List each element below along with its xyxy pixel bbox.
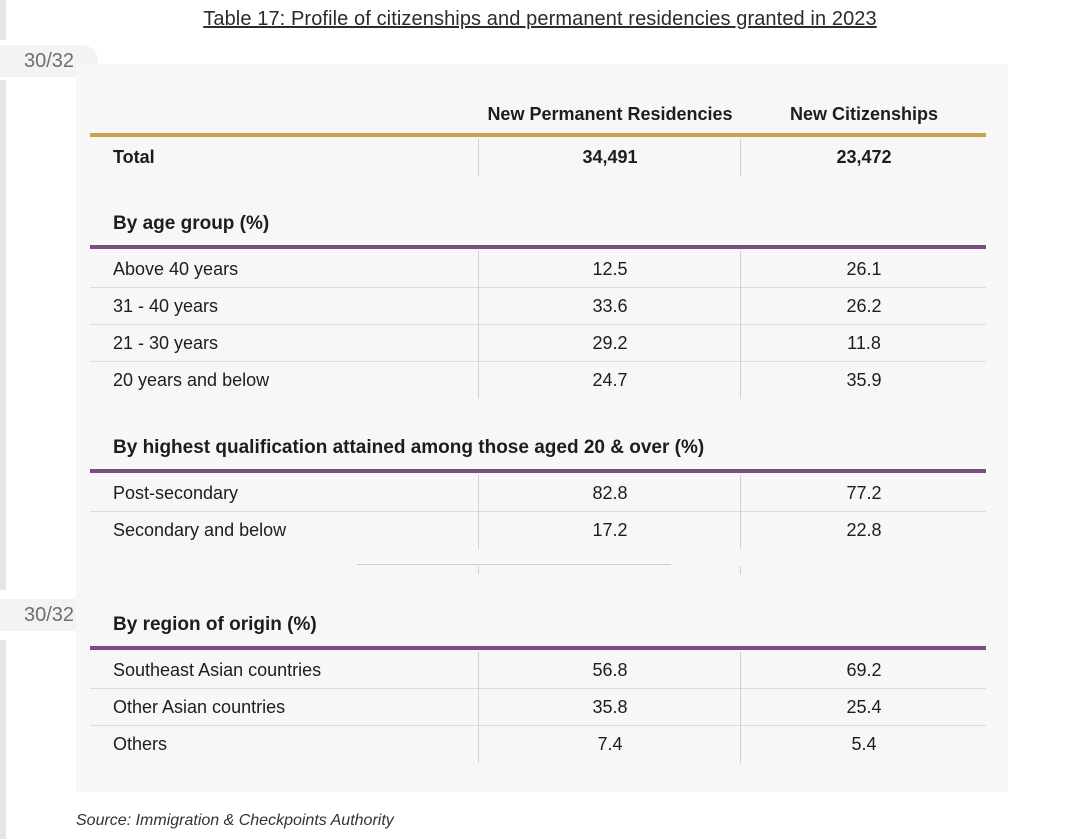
row-pr-value: 82.8 [592,483,628,503]
section-heading-qualification: By highest qualification attained among … [113,437,705,458]
column-divider [740,251,741,399]
row-divider [90,287,986,288]
row-citizenship-value: 26.1 [846,259,882,279]
column-header-citizenship: New Citizenships [789,104,939,124]
column-divider [478,652,479,763]
row-label: 20 years and below [113,370,270,390]
row-label: Other Asian countries [113,697,286,717]
row-pr-value: 24.7 [592,370,628,390]
total-label: Total [113,147,155,167]
row-divider [90,361,986,362]
row-divider [90,324,986,325]
page-edge-top [0,0,6,40]
row-citizenship-value: 22.8 [846,520,882,540]
row-label: Secondary and below [113,520,287,540]
column-divider [478,251,479,399]
section-rule [90,646,986,650]
table-title: Table 17: Profile of citizenships and pe… [203,8,877,30]
column-divider [740,139,741,176]
row-pr-value: 33.6 [592,296,628,316]
row-citizenship-value: 5.4 [851,734,877,754]
column-header-pr: New Permanent Residencies [487,104,733,124]
scan-artifact-tick [740,566,741,574]
total-pr: 34,491 [582,147,638,167]
row-citizenship-value: 69.2 [846,660,882,680]
scan-artifact-line [357,564,671,565]
row-divider [90,511,986,512]
row-citizenship-value: 77.2 [846,483,882,503]
row-label: Southeast Asian countries [113,660,322,680]
row-label: Others [113,734,168,754]
row-pr-value: 29.2 [592,333,628,353]
section-heading-region: By region of origin (%) [113,614,317,635]
section-rule [90,245,986,249]
row-divider [90,688,986,689]
column-divider [740,652,741,763]
row-citizenship-value: 11.8 [847,333,881,353]
row-label: Above 40 years [113,259,239,279]
total-citizenship: 23,472 [836,147,892,167]
section-rule [90,469,986,473]
source-note: Source: Immigration & Checkpoints Author… [76,812,394,829]
scan-artifact-tick [478,566,479,574]
page-edge-bottom [0,640,6,839]
row-pr-value: 56.8 [592,660,628,680]
row-pr-value: 12.5 [592,259,628,279]
row-pr-value: 17.2 [592,520,628,540]
row-label: 21 - 30 years [113,333,219,353]
row-pr-value: 35.8 [592,697,628,717]
table-panel [76,64,1008,792]
row-divider [90,725,986,726]
header-rule [90,133,986,137]
column-divider [740,475,741,549]
row-citizenship-value: 35.9 [846,370,882,390]
row-pr-value: 7.4 [597,734,623,754]
row-citizenship-value: 25.4 [846,697,882,717]
row-label: Post-secondary [113,483,239,503]
section-heading-age: By age group (%) [113,213,270,234]
column-divider [478,139,479,176]
column-divider [478,475,479,549]
page-edge-middle [0,80,6,590]
row-label: 31 - 40 years [113,296,219,316]
row-citizenship-value: 26.2 [846,296,882,316]
